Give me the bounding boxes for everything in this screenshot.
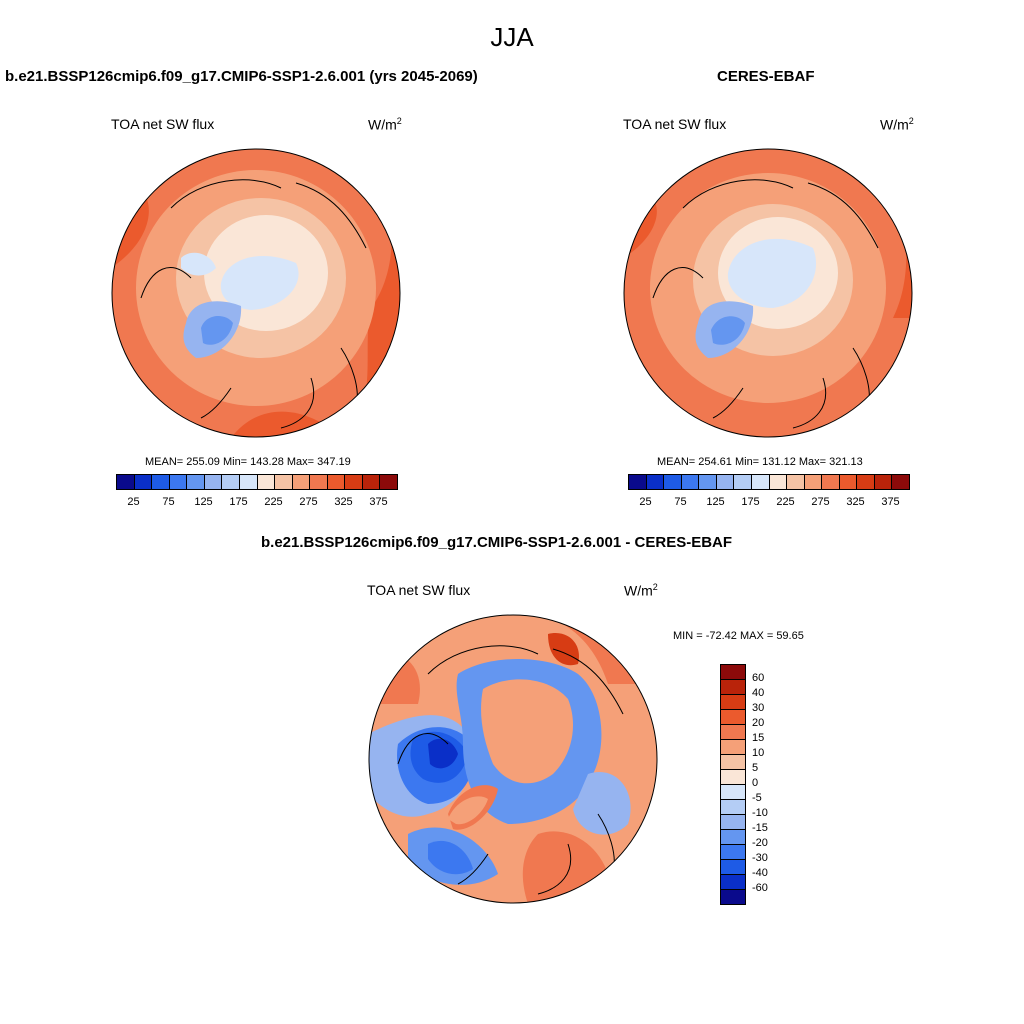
colorbar-swatch: [327, 475, 346, 489]
colorbar-swatch: [681, 475, 700, 489]
colorbar-swatch: [769, 475, 788, 489]
colorbar-swatch: [874, 475, 893, 489]
colorbar-tick-label: -5: [752, 792, 762, 804]
colorbar-tick-label: 20: [752, 717, 765, 729]
colorbar-tick-label: 0: [752, 777, 759, 789]
colorbar-swatch: [257, 475, 276, 489]
figure-title: JJA: [490, 22, 534, 52]
colorbar-swatch: [629, 475, 647, 489]
colorbar-tick-label: 75: [162, 496, 175, 508]
panel-1-stats: MEAN= 255.09 Min= 143.28 Max= 347.19: [145, 456, 351, 468]
colorbar-tick-label: -60: [752, 882, 768, 894]
colorbar-swatch: [721, 770, 745, 785]
colorbar-swatch: [187, 475, 205, 489]
colorbar-swatch: [275, 475, 293, 489]
colorbar-swatch: [721, 800, 745, 815]
colorbar-panel-2: [628, 474, 910, 490]
colorbar-tick-label: 125: [194, 496, 213, 508]
difference-stats: MIN = -72.42 MAX = 59.65: [673, 630, 804, 642]
colorbar-swatch: [664, 475, 682, 489]
colorbar-tick-label: 225: [264, 496, 283, 508]
colorbar-tick-label: 325: [334, 496, 353, 508]
colorbar-swatch: [892, 475, 909, 489]
colorbar-tick-label: 25: [639, 496, 652, 508]
colorbar-swatch: [751, 475, 770, 489]
panel-1-title: b.e21.BSSP126cmip6.f09_g17.CMIP6-SSP1-2.…: [5, 68, 478, 85]
panel-2-units: W/m2: [880, 116, 914, 133]
colorbar-swatch: [857, 475, 875, 489]
colorbar-tick-label: 225: [776, 496, 795, 508]
colorbar-swatch: [345, 475, 363, 489]
colorbar-swatch: [721, 890, 745, 904]
colorbar-swatch: [716, 475, 735, 489]
map-model-ssp126: [111, 148, 401, 438]
colorbar-tick-label: 15: [752, 732, 765, 744]
difference-units: W/m2: [624, 582, 658, 599]
colorbar-tick-label: 375: [369, 496, 388, 508]
colorbar-swatch: [169, 475, 188, 489]
colorbar-tick-label: 325: [846, 496, 865, 508]
colorbar-swatch: [310, 475, 328, 489]
panel-1-units: W/m2: [368, 116, 402, 133]
colorbar-swatch: [721, 860, 745, 875]
colorbar-tick-label: 5: [752, 762, 759, 774]
colorbar-swatch: [721, 830, 745, 845]
colorbar-swatch: [292, 475, 311, 489]
panel-1-field: TOA net SW flux: [111, 116, 215, 132]
colorbar-swatch: [721, 815, 745, 830]
colorbar-swatch: [839, 475, 858, 489]
colorbar-tick-label: 30: [752, 702, 765, 714]
colorbar-panel-1: [116, 474, 398, 490]
colorbar-swatch: [222, 475, 240, 489]
colorbar-tick-label: 125: [706, 496, 725, 508]
colorbar-swatch: [721, 695, 745, 710]
difference-title: b.e21.BSSP126cmip6.f09_g17.CMIP6-SSP1-2.…: [261, 534, 733, 551]
colorbar-swatch: [787, 475, 805, 489]
colorbar-tick-label: 40: [752, 687, 765, 699]
colorbar-swatch: [721, 710, 745, 725]
colorbar-tick-label: 275: [811, 496, 830, 508]
colorbar-swatch: [721, 845, 745, 860]
colorbar-swatch: [134, 475, 153, 489]
colorbar-swatch: [721, 740, 745, 755]
colorbar-swatch: [646, 475, 665, 489]
colorbar-tick-label: 375: [881, 496, 900, 508]
colorbar-swatch: [699, 475, 717, 489]
panel-2-stats: MEAN= 254.61 Min= 131.12 Max= 321.13: [657, 456, 863, 468]
colorbar-tick-label: 60: [752, 672, 765, 684]
colorbar-tick-label: 75: [674, 496, 687, 508]
colorbar-difference: [720, 664, 746, 905]
colorbar-tick-label: 175: [229, 496, 248, 508]
panel-2-title: CERES-EBAF: [717, 68, 815, 85]
colorbar-tick-label: -10: [752, 807, 768, 819]
colorbar-swatch: [804, 475, 823, 489]
colorbar-tick-label: -20: [752, 837, 768, 849]
colorbar-tick-label: 25: [127, 496, 140, 508]
map-ceres-ebaf: [623, 148, 913, 438]
panel-2-field: TOA net SW flux: [623, 116, 727, 132]
colorbar-tick-label: -40: [752, 867, 768, 879]
colorbar-swatch: [734, 475, 752, 489]
colorbar-swatch: [822, 475, 840, 489]
colorbar-swatch: [204, 475, 223, 489]
colorbar-tick-label: -30: [752, 852, 768, 864]
colorbar-swatch: [721, 725, 745, 740]
colorbar-swatch: [380, 475, 397, 489]
colorbar-tick-label: 10: [752, 747, 765, 759]
map-difference: [368, 614, 658, 904]
colorbar-swatch: [721, 785, 745, 800]
colorbar-swatch: [721, 680, 745, 695]
difference-field: TOA net SW flux: [367, 582, 471, 598]
colorbar-swatch: [721, 665, 745, 680]
colorbar-tick-label: -15: [752, 822, 768, 834]
colorbar-swatch: [152, 475, 170, 489]
colorbar-swatch: [721, 755, 745, 770]
colorbar-swatch: [239, 475, 258, 489]
colorbar-tick-label: 275: [299, 496, 318, 508]
colorbar-swatch: [721, 875, 745, 890]
colorbar-swatch: [362, 475, 381, 489]
colorbar-tick-label: 175: [741, 496, 760, 508]
colorbar-swatch: [117, 475, 135, 489]
